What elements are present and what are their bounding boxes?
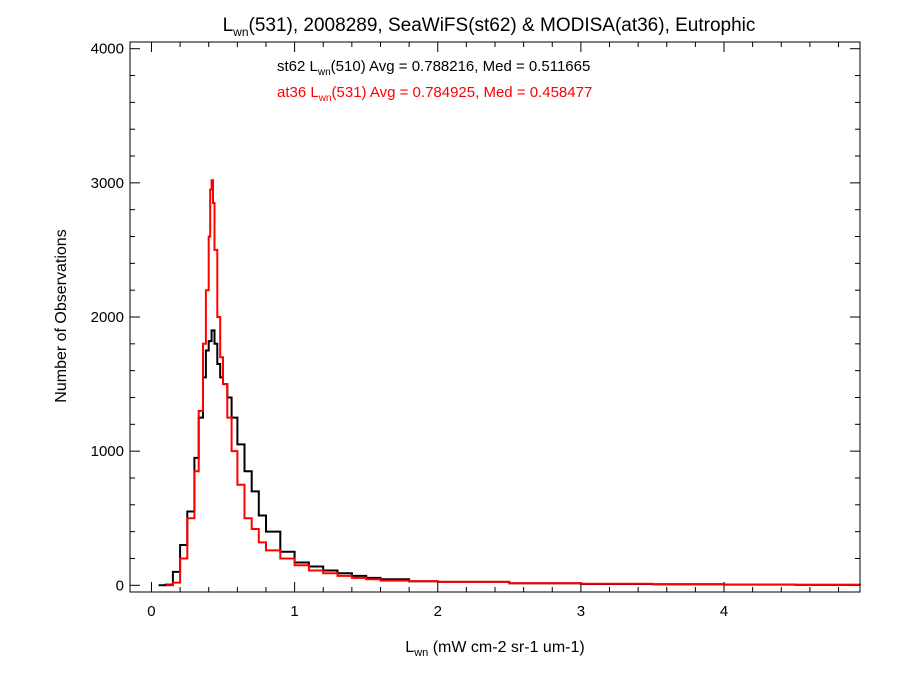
x-tick-label: 1 [290,603,298,620]
y-axis-label: Number of Observations [53,229,70,402]
x-axis-label: Lwn (mW cm-2 sr-1 um-1) [405,639,584,659]
annotation-st62: st62 Lwn(510) Avg = 0.788216, Med = 0.51… [277,58,590,78]
x-tick-label: 2 [434,603,442,620]
chart-title: Lwn(531), 2008289, SeaWiFS(st62) & MODIS… [223,15,756,39]
x-tick-label: 3 [577,603,585,620]
axis-ticks: 0 1 2 3 4 0 1000 2000 3000 4000 [91,41,860,620]
series-at36-line [165,179,861,587]
x-tick-label: 0 [147,603,155,620]
annotation-at36: at36 Lwn(531) Avg = 0.784925, Med = 0.45… [277,84,592,104]
series-layer [158,179,861,587]
y-tick-label: 4000 [91,41,124,58]
y-tick-label: 0 [116,577,124,594]
series-st62-line [158,329,861,587]
y-tick-label: 2000 [91,309,124,326]
plot-frame [129,41,861,593]
x-tick-label: 4 [720,603,728,620]
y-tick-label: 1000 [91,443,124,460]
y-tick-label: 3000 [91,175,124,192]
